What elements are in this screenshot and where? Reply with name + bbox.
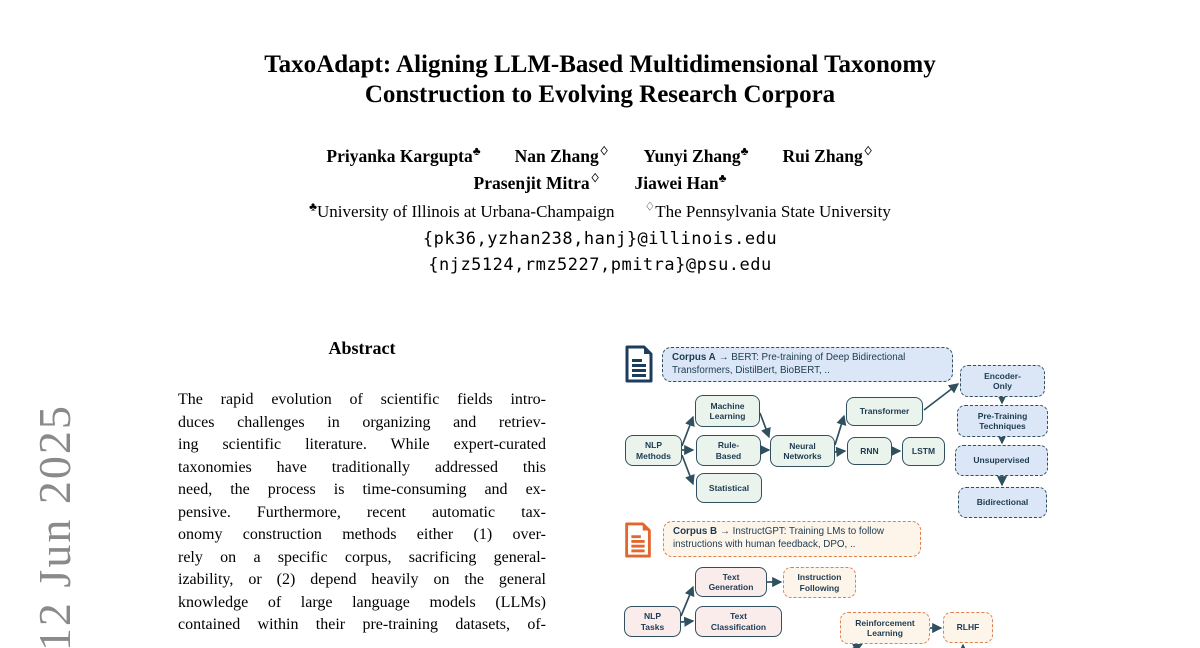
abstract-line: contained within their pre-training data… [178,616,546,633]
author-item: Prasenjit Mitra♢ [473,171,601,193]
author-item: Nan Zhang♢ [514,144,610,166]
neural-networks: Neural Networks [770,435,835,467]
rule-based: Rule- Based [696,435,761,466]
machine-learning: Machine Learning [695,395,760,427]
pre-training-techniques: Pre-Training Techniques [957,405,1048,437]
abstract-line: pensive. Furthermore, recent automatic t… [178,503,546,521]
encoder-only: Encoder- Only [960,365,1045,397]
instruction-following: Instruction Following [783,567,856,598]
abstract-line: knowledge of large language models (LLMs… [178,593,546,611]
corpus-a-text: Corpus A → BERT: Pre-training of Deep Bid… [672,351,906,376]
paper-title: TaxoAdapt: Aligning LLM-Based Multidimen… [0,50,1200,110]
corpus-b-box: Corpus B → InstructGPT: Training LMs to f… [663,521,921,557]
corpus-a-box: Corpus A → BERT: Pre-training of Deep Bid… [662,347,953,382]
abstract-line: ing scientific literature. While expert-… [178,436,546,453]
abstract-body: The rapid evolution of scientific fields… [178,389,546,637]
rlhf: RLHF [943,612,993,643]
corpus-b-text: Corpus B → InstructGPT: Training LMs to f… [673,526,884,550]
abstract-line: taxonomies have traditionally addressed … [178,458,546,476]
arxiv-watermark: L] 12 Jun 2025 [29,404,80,648]
unsupervised: Unsupervised [955,445,1048,476]
authors-row-2: Prasenjit Mitra♢ Jiawei Han♣ [0,171,1200,194]
abstract-heading: Abstract [328,338,396,358]
paper-title-line1: TaxoAdapt: Aligning LLM-Based Multidimen… [264,51,936,78]
abstract-line: izability, or (2) depend heavily on the … [178,571,546,588]
document-icon-corpus-a [625,345,653,383]
text-generation: Text Generation [695,567,767,597]
author-item: Priyanka Kargupta♣ [326,144,481,166]
abstract-line: need, the process is time-consuming and … [178,481,546,498]
statistical: Statistical [696,473,762,503]
affil-item: ♣University of Illinois at Urbana-Champa… [309,199,615,221]
author-item: Jiawei Han♣ [634,171,727,193]
lstm: LSTM [902,437,945,466]
affil-item: ♢The Pennsylvania State University [644,199,891,221]
affiliations-line: ♣University of Illinois at Urbana-Champa… [0,199,1200,222]
abstract-line: duces challenges in organizing and retri… [178,413,546,431]
author-item: Rui Zhang♢ [782,144,874,166]
nlp-methods: NLP Methods [625,435,682,466]
abstract-line: onomy construction methods either (1) ov… [178,526,546,543]
email-line-illinois: {pk36,yzhan238,hanj}@illinois.edu [422,229,778,249]
transformer: Transformer [846,397,923,426]
nlp-tasks: NLP Tasks [624,606,681,637]
paper-title-line2: Construction to Evolving Research Corpor… [364,81,836,108]
rnn: RNN [847,437,892,465]
document-icon-corpus-b [625,522,651,558]
bidirectional: Bidirectional [958,487,1047,518]
author-item: Yunyi Zhang♣ [643,144,749,166]
email-line-psu: {njz5124,rmz5227,pmitra}@psu.edu [428,255,772,275]
text-classification: Text Classification [695,606,782,637]
reinforcement-learning: Reinforcement Learning [840,612,930,644]
abstract-line: rely on a specific corpus, sacrificing g… [178,548,546,566]
abstract-line: The rapid evolution of scientific fields… [178,391,546,408]
authors-row-1: Priyanka Kargupta♣ Nan Zhang♢ Yunyi Zhang♣… [0,144,1200,167]
